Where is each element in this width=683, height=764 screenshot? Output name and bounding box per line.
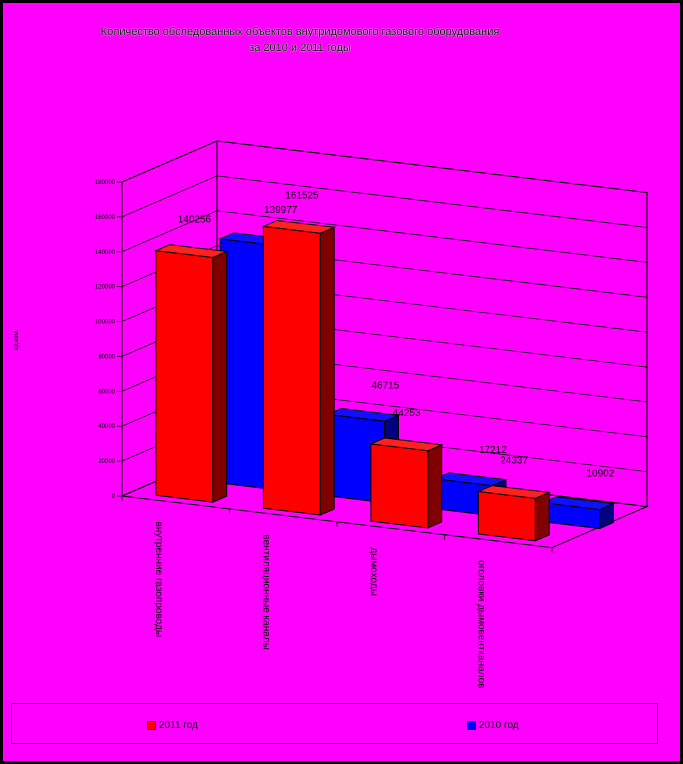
chart-title: Количество обследованных объектов внутри… bbox=[40, 24, 560, 56]
y-tick-label: 60000 bbox=[98, 389, 115, 395]
y-tick-label: 140000 bbox=[95, 250, 116, 256]
gridline bbox=[121, 175, 648, 228]
data-label-2010: 17212 bbox=[479, 445, 507, 456]
y-tick-label: 20000 bbox=[98, 459, 115, 465]
data-label-2010: 10902 bbox=[586, 469, 614, 480]
bar-2011-0-top bbox=[153, 244, 229, 258]
legend: 2011 год 2010 год bbox=[11, 703, 658, 744]
y-tick-label: 120000 bbox=[95, 285, 116, 291]
bar-2011-3-top bbox=[476, 485, 552, 499]
bar-2010-1-top bbox=[325, 407, 401, 422]
bar-2011-2-front bbox=[370, 443, 429, 529]
x-category-label: дымоходы bbox=[368, 547, 379, 596]
x-category-label: вентиляционные каналы bbox=[260, 534, 271, 649]
data-label-2011: 161525 bbox=[285, 190, 319, 201]
chart-title-line-2: за 2010 и 2011 годы bbox=[249, 42, 351, 54]
legend-item-2011: 2011 год bbox=[147, 720, 198, 731]
bar-2011-0-side bbox=[212, 250, 228, 503]
bar-2011-0-front bbox=[155, 250, 214, 503]
chart-frame bbox=[3, 3, 680, 761]
y-tick-label: 80000 bbox=[98, 354, 115, 360]
bar-2010-2-top bbox=[433, 472, 508, 487]
legend-swatch-2010 bbox=[467, 721, 476, 730]
y-tick-label: 100000 bbox=[95, 320, 116, 326]
gridline bbox=[121, 210, 648, 263]
bar-2011-2-top bbox=[368, 437, 444, 452]
bar-2011-1-top bbox=[261, 219, 337, 234]
chart-title-line-1: Количество обследованных объектов внутри… bbox=[100, 26, 500, 38]
gridline bbox=[121, 245, 648, 298]
data-label-2011: 140256 bbox=[178, 215, 212, 226]
data-label-2010: 46715 bbox=[371, 380, 399, 391]
legend-label-2011: 2011 год bbox=[159, 720, 198, 731]
bar-2011-3-side bbox=[534, 491, 550, 542]
bar-2011-2-side bbox=[427, 444, 443, 529]
bar-2010-3-top bbox=[540, 496, 616, 511]
legend-label-2010: 2010 год bbox=[479, 720, 519, 731]
gridline bbox=[121, 140, 648, 193]
data-label-2011: 44253 bbox=[393, 408, 421, 419]
y-tick-label: 180000 bbox=[95, 180, 116, 186]
legend-item-2010: 2010 год bbox=[467, 720, 519, 731]
legend-swatch-2011 bbox=[147, 721, 156, 730]
bar-2011-1-front bbox=[262, 225, 321, 516]
data-label-2010: 139977 bbox=[264, 205, 298, 216]
bar-2011-3-front bbox=[477, 490, 536, 542]
bar-2011-1-side bbox=[319, 226, 335, 516]
x-category-label: оголовки дымовентканалов bbox=[475, 560, 486, 688]
y-tick-label: 40000 bbox=[98, 424, 115, 430]
y-tick-label: 160000 bbox=[95, 215, 116, 221]
y-tick-label: 0 bbox=[112, 494, 116, 500]
x-category-label: внутренние газопроводы bbox=[153, 521, 164, 637]
data-label-2011: 24337 bbox=[500, 456, 528, 467]
